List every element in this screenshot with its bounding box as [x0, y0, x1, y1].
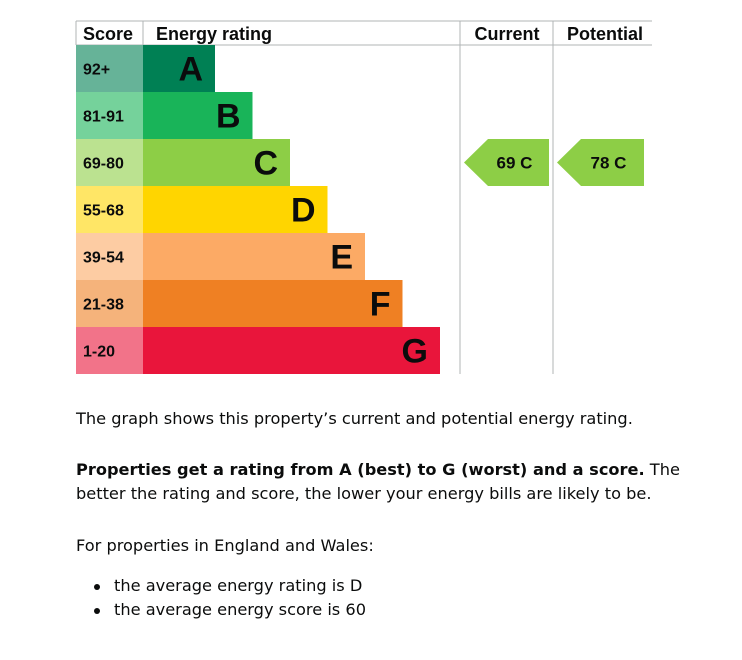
rating-bar-a [143, 45, 215, 92]
score-range-b: 81-91 [83, 109, 124, 126]
score-cell-e [76, 233, 143, 280]
potential-column-header: Potential [567, 24, 643, 44]
rating-letter-g: G [402, 333, 428, 371]
score-column-header: Score [83, 24, 133, 44]
rating-markers: 69 C 78 C [464, 139, 644, 186]
current-rating-label: 69 C [497, 154, 533, 173]
potential-rating-arrow [557, 139, 644, 186]
energy-rating-chart: Score Energy rating Current Potential 92… [75, 20, 652, 374]
rating-bar-f [143, 280, 403, 327]
score-cell-d [76, 186, 143, 233]
rating-letter-e: E [330, 239, 353, 277]
rating-bar-g [143, 327, 440, 374]
score-cell-g [76, 327, 143, 374]
rating-letter-d: D [291, 192, 316, 230]
score-range-g: 1-20 [83, 344, 115, 361]
rating-bands: 92+ A 81-91 B 69-80 C 55-68 D 39-54 E 21-38 F 1-20 G [76, 45, 440, 374]
rating-letter-b: B [216, 98, 241, 136]
rating-bar-c [143, 139, 290, 186]
score-cell-b [76, 92, 143, 139]
rating-bar-e [143, 233, 365, 280]
score-range-c: 69-80 [83, 156, 124, 173]
score-cell-a [76, 45, 143, 92]
rating-letter-a: A [178, 51, 203, 89]
list-item: the average energy rating is D [76, 574, 366, 598]
rating-explanation-bold: Properties get a rating from A (best) to… [76, 460, 645, 479]
list-item: the average energy score is 60 [76, 598, 366, 622]
score-range-a: 92+ [83, 62, 110, 79]
rating-bar-d [143, 186, 328, 233]
current-column-header: Current [474, 24, 539, 44]
score-range-e: 39-54 [83, 250, 124, 267]
potential-rating-label: 78 C [591, 154, 627, 173]
rating-letter-c: C [253, 145, 278, 183]
score-cell-c [76, 139, 143, 186]
rating-explanation: Properties get a rating from A (best) to… [76, 458, 716, 506]
rating-column-header: Energy rating [156, 24, 272, 44]
score-range-d: 55-68 [83, 203, 124, 220]
rating-letter-f: F [370, 286, 391, 324]
score-range-f: 21-38 [83, 297, 124, 314]
rating-explanation-rest: The better the rating and score, the low… [76, 460, 680, 503]
region-paragraph: For properties in England and Wales: [76, 536, 374, 555]
intro-paragraph: The graph shows this property’s current … [76, 409, 633, 428]
score-cell-f [76, 280, 143, 327]
current-rating-arrow [464, 139, 549, 186]
rating-bar-b [143, 92, 253, 139]
average-facts-list: the average energy rating is D the avera… [76, 574, 366, 622]
